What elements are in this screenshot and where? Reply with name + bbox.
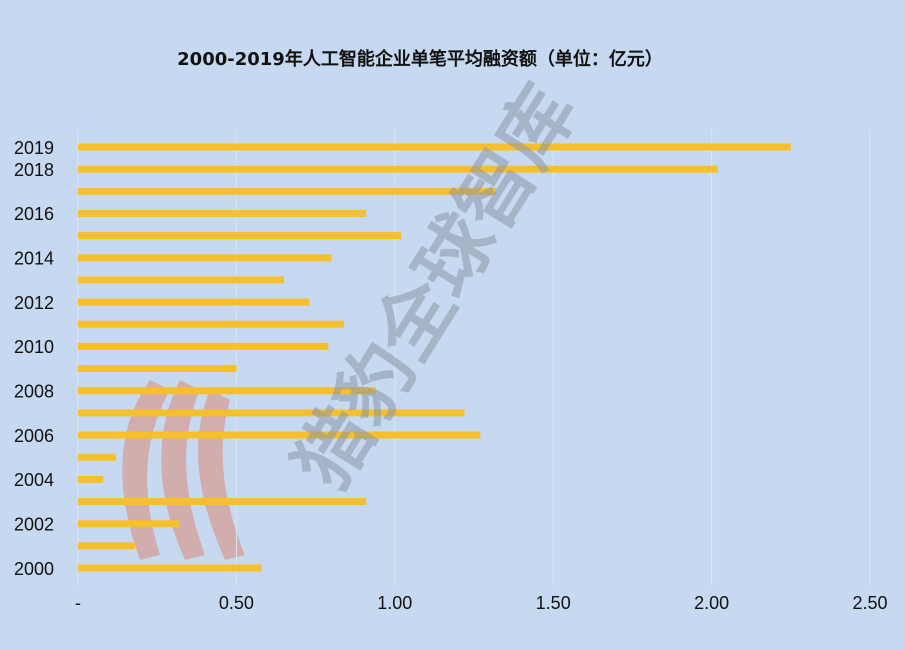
bar <box>78 475 104 483</box>
y-tick-label: 2008 <box>14 381 54 401</box>
bar <box>78 298 310 306</box>
bar <box>78 342 329 350</box>
bar <box>78 276 284 284</box>
bar <box>78 209 367 217</box>
x-tick-label: 1.00 <box>377 593 412 613</box>
y-tick-label: 2002 <box>14 514 54 534</box>
y-tick-label: 2014 <box>14 249 54 269</box>
bar <box>78 520 180 528</box>
y-tick-label: 2006 <box>14 426 54 446</box>
bar <box>78 387 376 395</box>
bar <box>78 187 497 195</box>
bar <box>78 498 367 506</box>
bar <box>78 254 332 262</box>
bar <box>78 453 117 461</box>
chart-title: 2000-2019年人工智能企业单笔平均融资额（单位：亿元） <box>177 48 663 70</box>
bar <box>78 232 402 240</box>
y-tick-label: 2012 <box>14 293 54 313</box>
bar <box>78 143 791 151</box>
bar <box>78 431 481 439</box>
bar <box>78 320 345 328</box>
x-tick-label: 1.50 <box>536 593 571 613</box>
y-tick-label: 2019 <box>14 138 54 158</box>
bar <box>78 409 465 417</box>
bar <box>78 542 136 550</box>
x-tick-label: 0.50 <box>219 593 254 613</box>
y-tick-label: 2016 <box>14 204 54 224</box>
bar <box>78 564 262 572</box>
y-tick-label: 2004 <box>14 470 54 490</box>
bar <box>78 165 718 173</box>
y-tick-label: 2000 <box>14 559 54 579</box>
x-tick-label: 2.50 <box>852 593 887 613</box>
y-tick-label: 2018 <box>14 160 54 180</box>
y-tick-label: 2010 <box>14 337 54 357</box>
x-tick-label: 2.00 <box>694 593 729 613</box>
bar <box>78 365 237 373</box>
x-tick-label: - <box>75 593 81 613</box>
